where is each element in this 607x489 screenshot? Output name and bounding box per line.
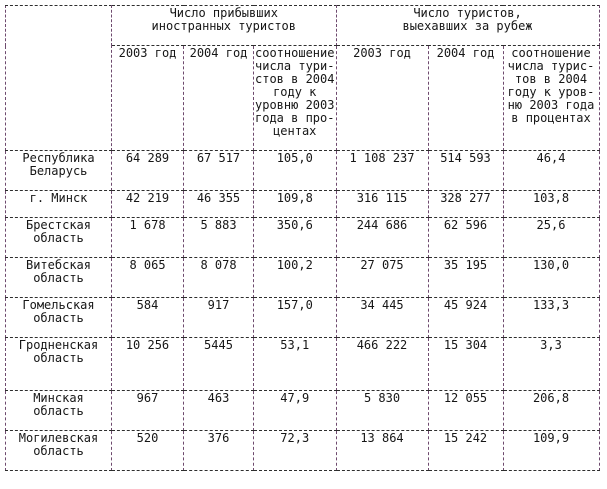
region-cell: Витебская область (5, 257, 112, 298)
value-cell: 130,0 (502, 257, 600, 298)
value-cell: 8 065 (111, 257, 184, 298)
value-cell: 109,8 (253, 190, 337, 218)
region-cell: Могилевская область (5, 430, 112, 471)
table-row: Витебская область 8 065 8 078 100,2 27 0… (5, 257, 600, 298)
value-cell: 64 289 (111, 150, 184, 191)
value-cell: 15 242 (427, 430, 504, 471)
group-header-arrivals: Число прибывших иностранных туристов (111, 5, 337, 46)
value-cell: 967 (111, 390, 184, 431)
value-cell: 47,9 (253, 390, 337, 431)
value-cell: 328 277 (427, 190, 504, 218)
value-cell: 520 (111, 430, 184, 471)
value-cell: 100,2 (253, 257, 337, 298)
group-header-row: Число прибывших иностранных туристов Чис… (5, 5, 600, 151)
value-cell: 463 (183, 390, 254, 431)
value-cell: 8 078 (183, 257, 254, 298)
value-cell: 109,9 (502, 430, 600, 471)
value-cell: 206,8 (502, 390, 600, 431)
col-header-year-2003-arrivals: 2003 год (111, 45, 184, 151)
group-header-departures: Число туристов, выехавших за рубеж (335, 5, 600, 46)
value-cell: 5445 (183, 337, 254, 391)
table-row: Брестская область 1 678 5 883 350,6 244 … (5, 217, 600, 258)
col-header-ratio-departures: соотношение числа турис- тов в 2004 году… (502, 45, 600, 151)
document-page: Число прибывших иностранных туристов Чис… (5, 5, 600, 471)
value-cell: 3,3 (502, 337, 600, 391)
col-header-year-2004-arrivals: 2004 год (183, 45, 254, 151)
value-cell: 46 355 (183, 190, 254, 218)
sub-header-row: 2003 год 2004 год соотношение числа тури… (6, 45, 600, 151)
value-cell: 133,3 (502, 297, 600, 338)
col-header-ratio-arrivals: соотношение числа тури- стов в 2004 году… (253, 45, 337, 151)
value-cell: 514 593 (427, 150, 504, 191)
value-cell: 10 256 (111, 337, 184, 391)
value-cell: 157,0 (253, 297, 337, 338)
value-cell: 103,8 (502, 190, 600, 218)
value-cell: 27 075 (335, 257, 429, 298)
value-cell: 12 055 (427, 390, 504, 431)
value-cell: 5 830 (335, 390, 429, 431)
region-cell: Минская область (5, 390, 112, 431)
corner-cell (5, 5, 112, 151)
region-cell: г. Минск (5, 190, 112, 218)
table-row: Гродненская область 10 256 5445 53,1 466… (5, 337, 600, 391)
region-cell: Гомельская область (5, 297, 112, 338)
value-cell: 376 (183, 430, 254, 471)
tourism-statistics-table: Число прибывших иностранных туристов Чис… (5, 5, 600, 471)
value-cell: 35 195 (427, 257, 504, 298)
value-cell: 25,6 (502, 217, 600, 258)
col-header-year-2003-departures: 2003 год (335, 45, 429, 151)
region-cell: Брестская область (5, 217, 112, 258)
value-cell: 350,6 (253, 217, 337, 258)
value-cell: 67 517 (183, 150, 254, 191)
value-cell: 316 115 (335, 190, 429, 218)
col-header-year-2004-departures: 2004 год (427, 45, 504, 151)
value-cell: 53,1 (253, 337, 337, 391)
value-cell: 34 445 (335, 297, 429, 338)
region-cell: Республика Беларусь (5, 150, 112, 191)
value-cell: 46,4 (502, 150, 600, 191)
table-row: Минская область 967 463 47,9 5 830 12 05… (5, 390, 600, 431)
value-cell: 1 108 237 (335, 150, 429, 191)
region-cell: Гродненская область (5, 337, 112, 391)
value-cell: 72,3 (253, 430, 337, 471)
table-row: г. Минск 42 219 46 355 109,8 316 115 328… (5, 190, 600, 218)
value-cell: 584 (111, 297, 184, 338)
value-cell: 5 883 (183, 217, 254, 258)
value-cell: 1 678 (111, 217, 184, 258)
table-row: Гомельская область 584 917 157,0 34 445 … (5, 297, 600, 338)
table-row: Могилевская область 520 376 72,3 13 864 … (5, 430, 600, 471)
value-cell: 15 304 (427, 337, 504, 391)
value-cell: 62 596 (427, 217, 504, 258)
value-cell: 42 219 (111, 190, 184, 218)
value-cell: 105,0 (253, 150, 337, 191)
value-cell: 13 864 (335, 430, 429, 471)
value-cell: 917 (183, 297, 254, 338)
value-cell: 466 222 (335, 337, 429, 391)
value-cell: 244 686 (335, 217, 429, 258)
table-row: Республика Беларусь 64 289 67 517 105,0 … (5, 150, 600, 191)
value-cell: 45 924 (427, 297, 504, 338)
